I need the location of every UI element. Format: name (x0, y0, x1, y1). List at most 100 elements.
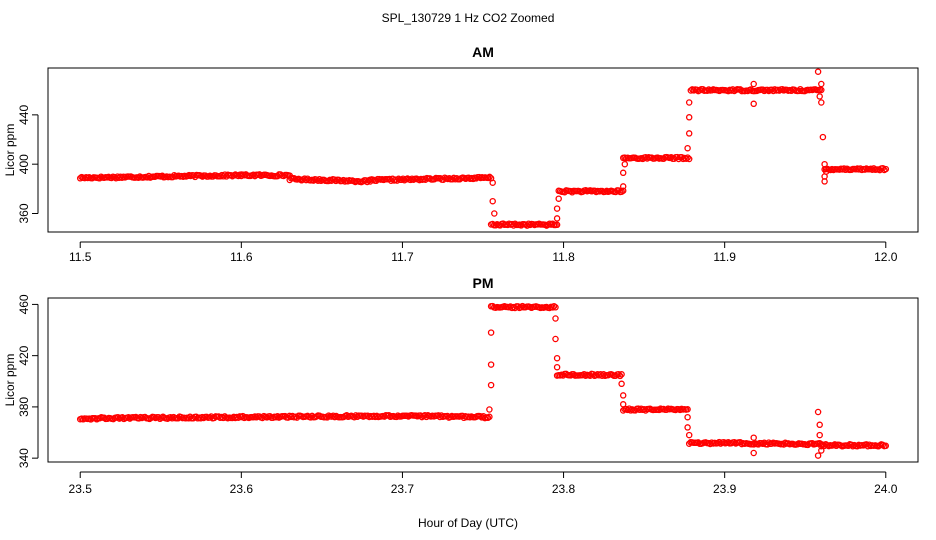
data-point-pm (125, 414, 132, 421)
data-point-am (431, 175, 438, 183)
data-point-pm (549, 304, 556, 311)
plot-frame-am (47, 67, 919, 233)
data-point-pm (809, 439, 816, 447)
data-point-pm (640, 405, 648, 413)
x-tick-label-am: 11.7 (391, 250, 414, 264)
figure-xlabel: Hour of Day (UTC) (418, 516, 518, 530)
x-tick-label-pm: 23.6 (230, 482, 254, 496)
data-point-am (693, 86, 701, 93)
data-point-am (816, 93, 823, 100)
data-point-pm (765, 439, 773, 446)
data-point-am (399, 175, 407, 182)
data-point-am (76, 175, 84, 182)
data-point-pm (589, 370, 597, 378)
x-tick-label-am: 11.9 (713, 250, 736, 264)
data-point-pm (552, 335, 559, 343)
data-point-pm (615, 370, 622, 378)
data-point-am (818, 99, 825, 106)
data-point-pm (619, 392, 627, 399)
data-point-am (795, 87, 803, 95)
data-point-pm (487, 329, 495, 336)
data-point-pm (444, 412, 451, 420)
data-point-am (818, 80, 825, 88)
data-point-pm (616, 372, 624, 380)
data-point-am (788, 87, 795, 95)
data-point-pm (619, 401, 627, 408)
data-point-pm (598, 372, 606, 379)
x-tick-label-pm: 23.5 (69, 482, 93, 496)
data-point-pm (821, 442, 828, 450)
data-point-am (684, 154, 691, 161)
x-tick-label-pm: 24.0 (874, 482, 898, 496)
data-point-pm (879, 441, 887, 449)
y-axis-label-pm: Licor ppm (3, 354, 17, 407)
data-point-pm (882, 442, 890, 450)
data-point-am (96, 175, 103, 182)
data-point-am (472, 175, 480, 182)
y-tick-label-pm: 380 (17, 397, 31, 417)
data-point-am (685, 99, 693, 106)
chart-panel-am: AM Licor ppm 11.5 11.6 11.7 11.8 11.9 12.0 360 40… (3, 44, 919, 264)
data-point-am (328, 177, 335, 184)
data-point-pm (423, 413, 430, 421)
x-tick-label-am: 11.8 (552, 250, 575, 264)
x-tick-label-pm: 23.8 (552, 482, 576, 496)
data-point-am (135, 174, 142, 181)
data-point-am (615, 187, 622, 194)
data-point-am (621, 160, 629, 168)
data-point-am (882, 165, 890, 173)
data-point-am (489, 179, 496, 186)
panels: AM Licor ppm 11.5 11.6 11.7 11.8 11.9 12.0 360 40… (3, 44, 919, 496)
data-point-pm (845, 442, 852, 450)
x-tick-label-am: 12.0 (874, 250, 898, 264)
data-point-am (144, 174, 151, 181)
data-point-pm (684, 406, 691, 413)
data-point-pm (816, 431, 823, 439)
y-tick-label-am: 360 (17, 203, 31, 223)
y-tick-label-pm: 420 (17, 345, 31, 365)
data-point-pm (486, 406, 493, 413)
data-point-am (250, 171, 257, 179)
data-point-am (814, 68, 822, 75)
data-point-pm (819, 441, 827, 448)
data-point-pm (750, 449, 757, 457)
data-point-pm (519, 302, 526, 310)
data-point-pm (274, 413, 281, 420)
data-point-pm (220, 414, 227, 422)
data-point-am (822, 168, 830, 175)
y-tick-label-am: 440 (17, 105, 31, 125)
data-point-am (685, 114, 693, 121)
data-point-am (310, 177, 317, 184)
data-point-am (619, 187, 627, 194)
figure-title: SPL_130729 1 Hz CO2 Zoomed (382, 11, 555, 25)
data-point-am (489, 197, 496, 205)
data-point-am (704, 87, 711, 94)
series-points-am (76, 68, 890, 229)
data-point-am (729, 86, 737, 93)
data-point-am (750, 100, 757, 108)
data-point-am (818, 86, 825, 94)
series-points-pm (76, 302, 890, 459)
data-point-am (619, 169, 627, 177)
data-point-am (567, 187, 574, 195)
data-point-pm (816, 421, 823, 429)
chart-panel-pm: PM Licor ppm 23.5 23.6 23.7 23.8 23.9 24.0 340 38… (3, 275, 919, 496)
data-point-pm (818, 447, 825, 454)
data-point-pm (487, 381, 495, 389)
data-point-am (821, 160, 828, 168)
data-point-am (685, 155, 693, 163)
data-point-pm (114, 413, 122, 421)
data-point-pm (624, 406, 631, 414)
data-point-pm (731, 439, 738, 446)
x-tick-label-am: 11.5 (69, 250, 92, 264)
data-point-pm (553, 354, 561, 362)
data-point-am (553, 205, 561, 212)
data-point-pm (486, 413, 493, 421)
data-point-am (642, 153, 649, 161)
panel-title-am: AM (472, 44, 494, 60)
data-point-am (750, 80, 757, 88)
x-tick-label-am: 11.6 (230, 250, 253, 264)
data-point-am (553, 215, 561, 222)
data-point-pm (831, 441, 839, 448)
